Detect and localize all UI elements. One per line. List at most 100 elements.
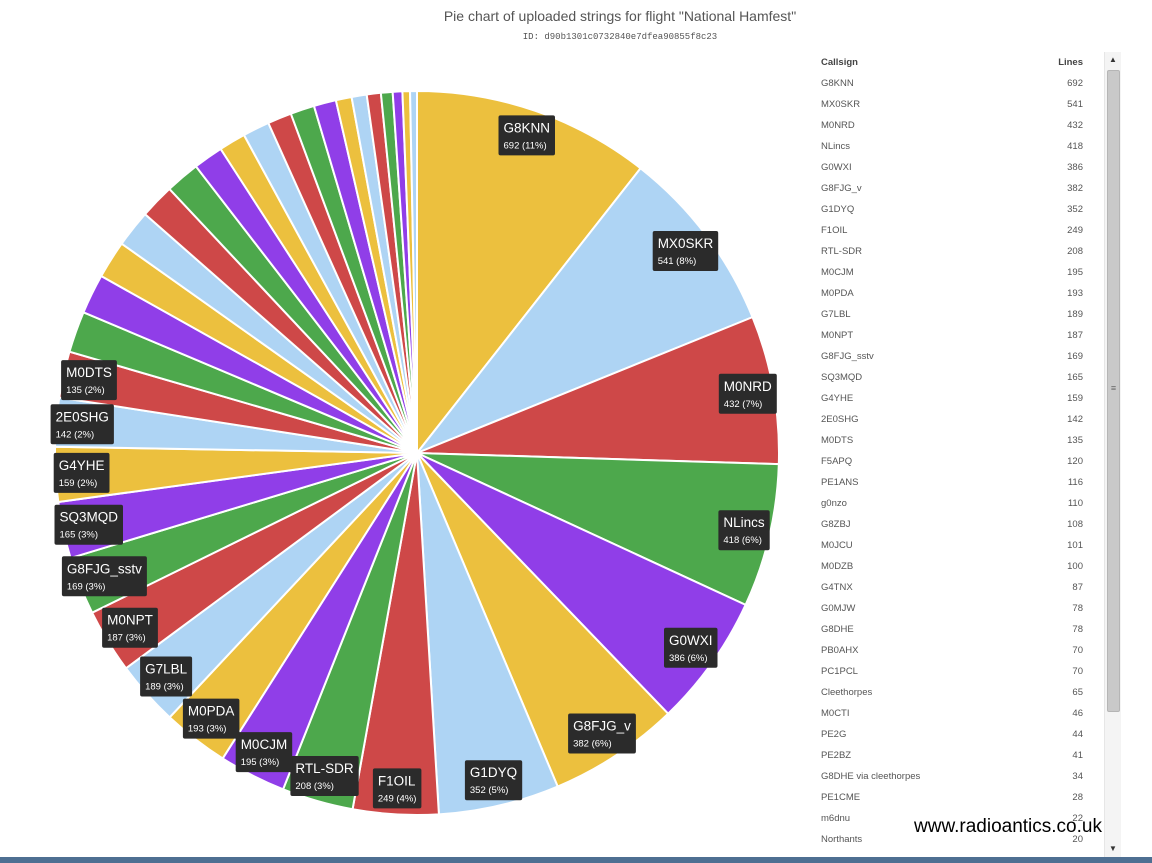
row-lines: 116	[1067, 477, 1083, 488]
slice-label-box	[718, 510, 770, 551]
table-row: M0NPT 187	[819, 325, 1091, 346]
row-callsign: G0WXI	[821, 162, 852, 173]
table-row: PE2BZ 41	[819, 745, 1091, 766]
slice-label-value: 187 (3%)	[107, 633, 146, 644]
row-lines: 159	[1067, 393, 1083, 404]
scroll-down-arrow-icon[interactable]: ▼	[1109, 844, 1117, 853]
row-lines: 352	[1067, 204, 1083, 215]
slice-label-box	[50, 404, 114, 445]
slice-label-value: 692 (11%)	[504, 140, 547, 151]
slice-label-box	[568, 713, 636, 754]
slice-label-value: 382 (6%)	[573, 739, 612, 750]
row-lines: 541	[1067, 99, 1083, 110]
slice-label-sq3mqd: SQ3MQD 165 (3%)	[54, 504, 123, 545]
table-row: M0JCU 101	[819, 535, 1091, 556]
table-row: M0PDA 193	[819, 283, 1091, 304]
slice-label-name: M0NPT	[107, 613, 153, 628]
row-callsign: M0NPT	[821, 330, 854, 341]
scroll-up-arrow-icon[interactable]: ▲	[1109, 55, 1117, 64]
slice-label-box	[664, 627, 718, 668]
table-row: G8DHE 78	[819, 619, 1091, 640]
slice-label-g8fjg-v: G8FJG_v 382 (6%)	[568, 713, 636, 754]
slice-label-g8knn: G8KNN 692 (11%)	[498, 115, 555, 156]
row-lines: 208	[1067, 246, 1083, 257]
slice-label-g4yhe: G4YHE 159 (2%)	[53, 452, 110, 493]
scrollbar-thumb[interactable]: ≡	[1107, 70, 1120, 712]
row-callsign: G4TNX	[821, 582, 853, 593]
row-callsign: PE2BZ	[821, 750, 852, 761]
pie-slice-g8fjg-v[interactable]	[416, 452, 670, 788]
row-lines: 169	[1067, 351, 1083, 362]
slice-label-m0cjm: M0CJM 195 (3%)	[235, 732, 293, 773]
slice-label-box	[498, 115, 555, 156]
table-row: F5APQ 120	[819, 451, 1091, 472]
slice-label-value: 165 (3%)	[60, 530, 99, 541]
slice-label-f1oil: F1OIL 249 (4%)	[372, 768, 422, 809]
slice-label-name: G7LBL	[145, 662, 188, 677]
row-callsign: G0MJW	[821, 603, 856, 614]
slice-label-name: G0WXI	[669, 633, 713, 648]
row-lines: 22	[1072, 813, 1083, 824]
row-lines: 101	[1067, 540, 1083, 551]
slice-label-name: RTL-SDR	[295, 761, 354, 776]
pie-slice-northants[interactable]	[409, 89, 418, 454]
slice-label-box	[61, 556, 147, 597]
slice-label-g8fjg-sstv: G8FJG_sstv 169 (3%)	[61, 556, 147, 597]
table-row: RTL-SDR 208	[819, 241, 1091, 262]
header-lines[interactable]: Lines	[1058, 57, 1083, 68]
grip-icon: ≡	[1110, 383, 1117, 393]
table-row: SQ3MQD 165	[819, 367, 1091, 388]
slice-label-value: 135 (2%)	[66, 385, 105, 396]
row-callsign: M0DZB	[821, 561, 854, 572]
row-callsign: M0NRD	[821, 120, 855, 131]
row-callsign: G8DHE via cleethorpes	[821, 771, 921, 782]
table-row: G1DYQ 352	[819, 199, 1091, 220]
row-lines: 65	[1072, 687, 1083, 698]
slice-label-box	[182, 698, 240, 739]
row-lines: 432	[1067, 120, 1083, 131]
slice-label-name: G8FJG_v	[573, 719, 631, 734]
row-lines: 189	[1067, 309, 1083, 320]
row-lines: 78	[1072, 603, 1083, 614]
row-callsign: 2E0SHG	[821, 414, 859, 425]
slice-label-value: 169 (3%)	[67, 581, 106, 592]
row-lines: 195	[1067, 267, 1083, 278]
slice-label-name: G8FJG_sstv	[67, 561, 142, 576]
table-scrollbar[interactable]: ▲ ≡ ▼	[1104, 52, 1121, 857]
callsign-table-panel: Callsign Lines G8KNN 692 MX0SKR 541 M0NRD 432…	[810, 52, 1104, 857]
pie-slice-g8knn[interactable]	[416, 89, 642, 456]
slice-label-m0pda: M0PDA 193 (3%)	[182, 698, 240, 739]
row-lines: 70	[1072, 666, 1083, 677]
row-lines: 44	[1072, 729, 1083, 740]
callsign-table: Callsign Lines G8KNN 692 MX0SKR 541 M0NRD 432…	[819, 52, 1091, 850]
table-row: M0DZB 100	[819, 556, 1091, 577]
slice-label-name: G4YHE	[59, 458, 105, 473]
row-callsign: M0CJM	[821, 267, 854, 278]
table-row: G8KNN 692	[819, 73, 1091, 94]
slice-label-value: 159 (2%)	[59, 478, 98, 489]
slice-label-value: 386 (6%)	[669, 653, 708, 664]
slice-label-name: SQ3MQD	[60, 510, 119, 525]
row-callsign: G8DHE	[821, 624, 854, 635]
slice-label-box	[290, 756, 359, 796]
row-lines: 692	[1067, 78, 1083, 89]
slice-label-box	[61, 360, 117, 401]
row-lines: 187	[1067, 330, 1083, 341]
table-row: G7LBL 189	[819, 304, 1091, 325]
row-lines: 34	[1072, 771, 1083, 782]
table-row: G4TNX 87	[819, 577, 1091, 598]
row-callsign: PE1ANS	[821, 477, 859, 488]
slice-label-name: M0CJM	[241, 737, 288, 752]
slice-label-value: 432 (7%)	[724, 399, 763, 410]
slice-label-name: NLincs	[723, 515, 765, 530]
table-row: G4YHE 159	[819, 388, 1091, 409]
table-header-row: Callsign Lines	[819, 52, 1091, 73]
slice-label-box	[372, 768, 422, 809]
row-callsign: G8FJG_v	[821, 183, 862, 194]
header-callsign[interactable]: Callsign	[821, 57, 858, 68]
row-lines: 120	[1067, 456, 1083, 467]
slice-label-m0dts: M0DTS 135 (2%)	[61, 360, 117, 401]
slice-label-value: 418 (6%)	[723, 535, 762, 546]
row-callsign: M0PDA	[821, 288, 854, 299]
table-row: m6dnu 22	[819, 808, 1091, 829]
